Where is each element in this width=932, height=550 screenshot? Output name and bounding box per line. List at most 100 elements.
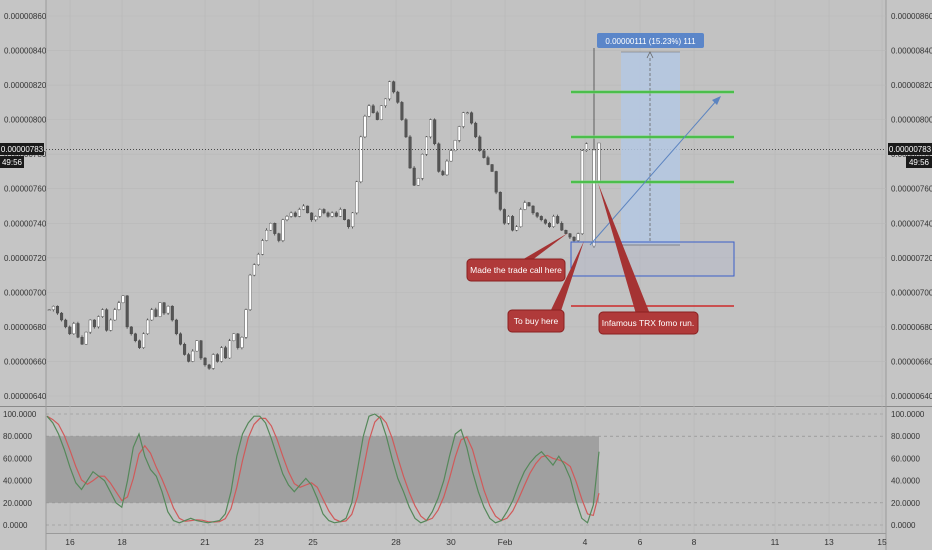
candle-body bbox=[150, 309, 154, 321]
oscillator-axis[interactable]: 0.0000 0.0000 20.0000 20.0000 40.0000 40.0000… bbox=[3, 410, 925, 530]
callout-trade-call[interactable]: Made the trade call here bbox=[466, 258, 566, 282]
time-tick: 23 bbox=[254, 537, 264, 547]
candle-body bbox=[572, 236, 576, 241]
candle-body bbox=[334, 212, 338, 217]
candle-body bbox=[133, 333, 137, 341]
oscillator-tick-right: 20.0000 bbox=[891, 499, 920, 508]
candle-body bbox=[101, 309, 105, 317]
candle-body bbox=[375, 112, 379, 120]
time-tick: 8 bbox=[692, 537, 697, 547]
price-tag-right[interactable]: 0.00000783 49:56 bbox=[888, 143, 932, 168]
candle-body bbox=[302, 205, 306, 210]
candle-body bbox=[445, 160, 449, 176]
candle-body bbox=[318, 209, 322, 217]
callout-trade-call-text: Made the trade call here bbox=[470, 265, 562, 275]
candle-body bbox=[326, 212, 330, 217]
candle-body bbox=[527, 202, 531, 207]
candle-body bbox=[80, 337, 84, 345]
price-tick-left: 0.00000680 bbox=[4, 323, 47, 332]
price-tick-left: 0.00000840 bbox=[4, 47, 47, 56]
stochastic-k-line bbox=[46, 413, 600, 524]
candle-body bbox=[519, 209, 523, 227]
candle-body bbox=[117, 302, 121, 310]
candle-body bbox=[535, 212, 539, 217]
candle-body bbox=[531, 205, 535, 214]
candle-body bbox=[68, 326, 72, 335]
candle-body bbox=[576, 233, 580, 241]
candle-body bbox=[256, 254, 260, 265]
price-tick-right: 0.00000660 bbox=[891, 357, 932, 366]
candle-body bbox=[347, 219, 351, 227]
candle-body bbox=[64, 319, 68, 328]
time-axis[interactable]: 16 18 21 23 25 28 30 Feb 4 6 8 11 13 15 bbox=[65, 537, 887, 547]
candle-body bbox=[363, 115, 367, 138]
time-tick: 25 bbox=[308, 537, 318, 547]
price-tick-left: 0.00000720 bbox=[4, 254, 47, 263]
candle-body bbox=[162, 302, 166, 314]
candle-body bbox=[113, 309, 117, 321]
price-tick-right: 0.00000860 bbox=[891, 12, 932, 21]
time-tick: 30 bbox=[446, 537, 456, 547]
candle-body bbox=[207, 364, 211, 369]
time-tick: 15 bbox=[877, 537, 887, 547]
candle-body bbox=[236, 333, 240, 348]
price-tick-left: 0.00000740 bbox=[4, 219, 47, 228]
last-candle-body bbox=[597, 142, 601, 184]
price-tick-right: 0.00000700 bbox=[891, 288, 932, 297]
candle-body bbox=[248, 274, 252, 310]
price-tick-left: 0.00000660 bbox=[4, 357, 47, 366]
candle-body bbox=[178, 333, 182, 345]
candle-body bbox=[351, 212, 355, 227]
price-tick-left: 0.00000800 bbox=[4, 116, 47, 125]
price-pane[interactable] bbox=[46, 0, 886, 405]
time-tick: 28 bbox=[391, 537, 401, 547]
candle-body bbox=[322, 209, 326, 214]
candle-body bbox=[482, 150, 486, 158]
candle-body bbox=[474, 122, 478, 138]
price-tick-left: 0.00000640 bbox=[4, 392, 47, 401]
candlestick-series bbox=[47, 48, 601, 370]
price-tag-right-value: 0.00000783 bbox=[889, 145, 932, 154]
candle-body bbox=[211, 354, 215, 369]
oscillator-tick-left: 20.0000 bbox=[3, 499, 32, 508]
candle-body bbox=[293, 212, 297, 217]
price-tick-right: 0.00000800 bbox=[891, 116, 932, 125]
time-tick: 16 bbox=[65, 537, 75, 547]
target-lines[interactable] bbox=[571, 90, 734, 184]
price-tick-right: 0.00000840 bbox=[891, 47, 932, 56]
candle-body bbox=[400, 102, 404, 120]
candle-body bbox=[466, 112, 470, 114]
candle-body bbox=[277, 233, 281, 241]
price-tag-left[interactable]: 0.00000783 49:56 bbox=[0, 143, 44, 168]
oscillator-tick-left: 40.0000 bbox=[3, 477, 32, 486]
candle-body bbox=[281, 219, 285, 241]
candle-body bbox=[379, 105, 383, 120]
candle-body bbox=[539, 216, 543, 221]
candle-body bbox=[461, 112, 465, 127]
measure-range-box[interactable] bbox=[621, 52, 680, 245]
candle-body bbox=[174, 319, 178, 335]
candle-body bbox=[392, 81, 396, 93]
entry-zone-box[interactable] bbox=[570, 241, 735, 277]
candle-body bbox=[306, 205, 310, 214]
candle-body bbox=[396, 91, 400, 103]
measure-label[interactable]: 0.00000111 (15.23%) 111 bbox=[597, 33, 704, 48]
candle-body bbox=[285, 216, 289, 221]
callout-buy-here[interactable]: To buy here bbox=[507, 309, 565, 333]
callout-fomo-run[interactable]: Infamous TRX fomo run. bbox=[598, 311, 699, 335]
candle-body bbox=[215, 354, 219, 362]
candle-body bbox=[224, 347, 228, 359]
oscillator-tick-right: 60.0000 bbox=[891, 454, 920, 463]
oscillator-tick-right: 100.0000 bbox=[891, 410, 925, 419]
candle-body bbox=[420, 153, 424, 179]
candle-body bbox=[105, 309, 109, 331]
candle-body bbox=[556, 216, 560, 224]
candle-body bbox=[76, 323, 80, 338]
time-tick: 21 bbox=[200, 537, 210, 547]
candle-body bbox=[187, 354, 191, 362]
candle-body bbox=[310, 212, 314, 221]
candle-body bbox=[60, 312, 64, 321]
candle-body bbox=[359, 136, 363, 183]
